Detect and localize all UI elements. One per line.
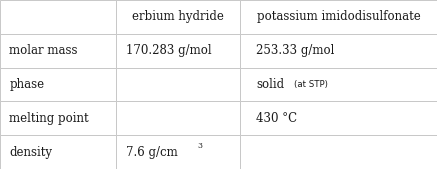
Text: 7.6 g/cm: 7.6 g/cm bbox=[126, 146, 177, 159]
Bar bbox=[0, 0, 116, 34]
Bar bbox=[240, 34, 437, 68]
Bar bbox=[240, 0, 437, 34]
Bar bbox=[240, 135, 437, 169]
Bar bbox=[116, 68, 240, 101]
Text: density: density bbox=[9, 146, 52, 159]
Text: molar mass: molar mass bbox=[9, 44, 78, 57]
Text: solid: solid bbox=[256, 78, 284, 91]
Text: (at STP): (at STP) bbox=[294, 80, 328, 89]
Text: potassium imidodisulfonate: potassium imidodisulfonate bbox=[257, 10, 420, 23]
Bar bbox=[116, 34, 240, 68]
Bar bbox=[0, 68, 116, 101]
Text: erbium hydride: erbium hydride bbox=[132, 10, 224, 23]
Text: phase: phase bbox=[9, 78, 45, 91]
Bar bbox=[116, 101, 240, 135]
Bar bbox=[116, 135, 240, 169]
Text: 170.283 g/mol: 170.283 g/mol bbox=[126, 44, 212, 57]
Bar bbox=[0, 135, 116, 169]
Bar bbox=[116, 0, 240, 34]
Bar bbox=[0, 34, 116, 68]
Text: 3: 3 bbox=[198, 142, 203, 150]
Text: 430 °C: 430 °C bbox=[256, 112, 297, 125]
Text: melting point: melting point bbox=[9, 112, 89, 125]
Text: 253.33 g/mol: 253.33 g/mol bbox=[256, 44, 334, 57]
Bar bbox=[240, 101, 437, 135]
Bar bbox=[240, 68, 437, 101]
Bar bbox=[0, 101, 116, 135]
